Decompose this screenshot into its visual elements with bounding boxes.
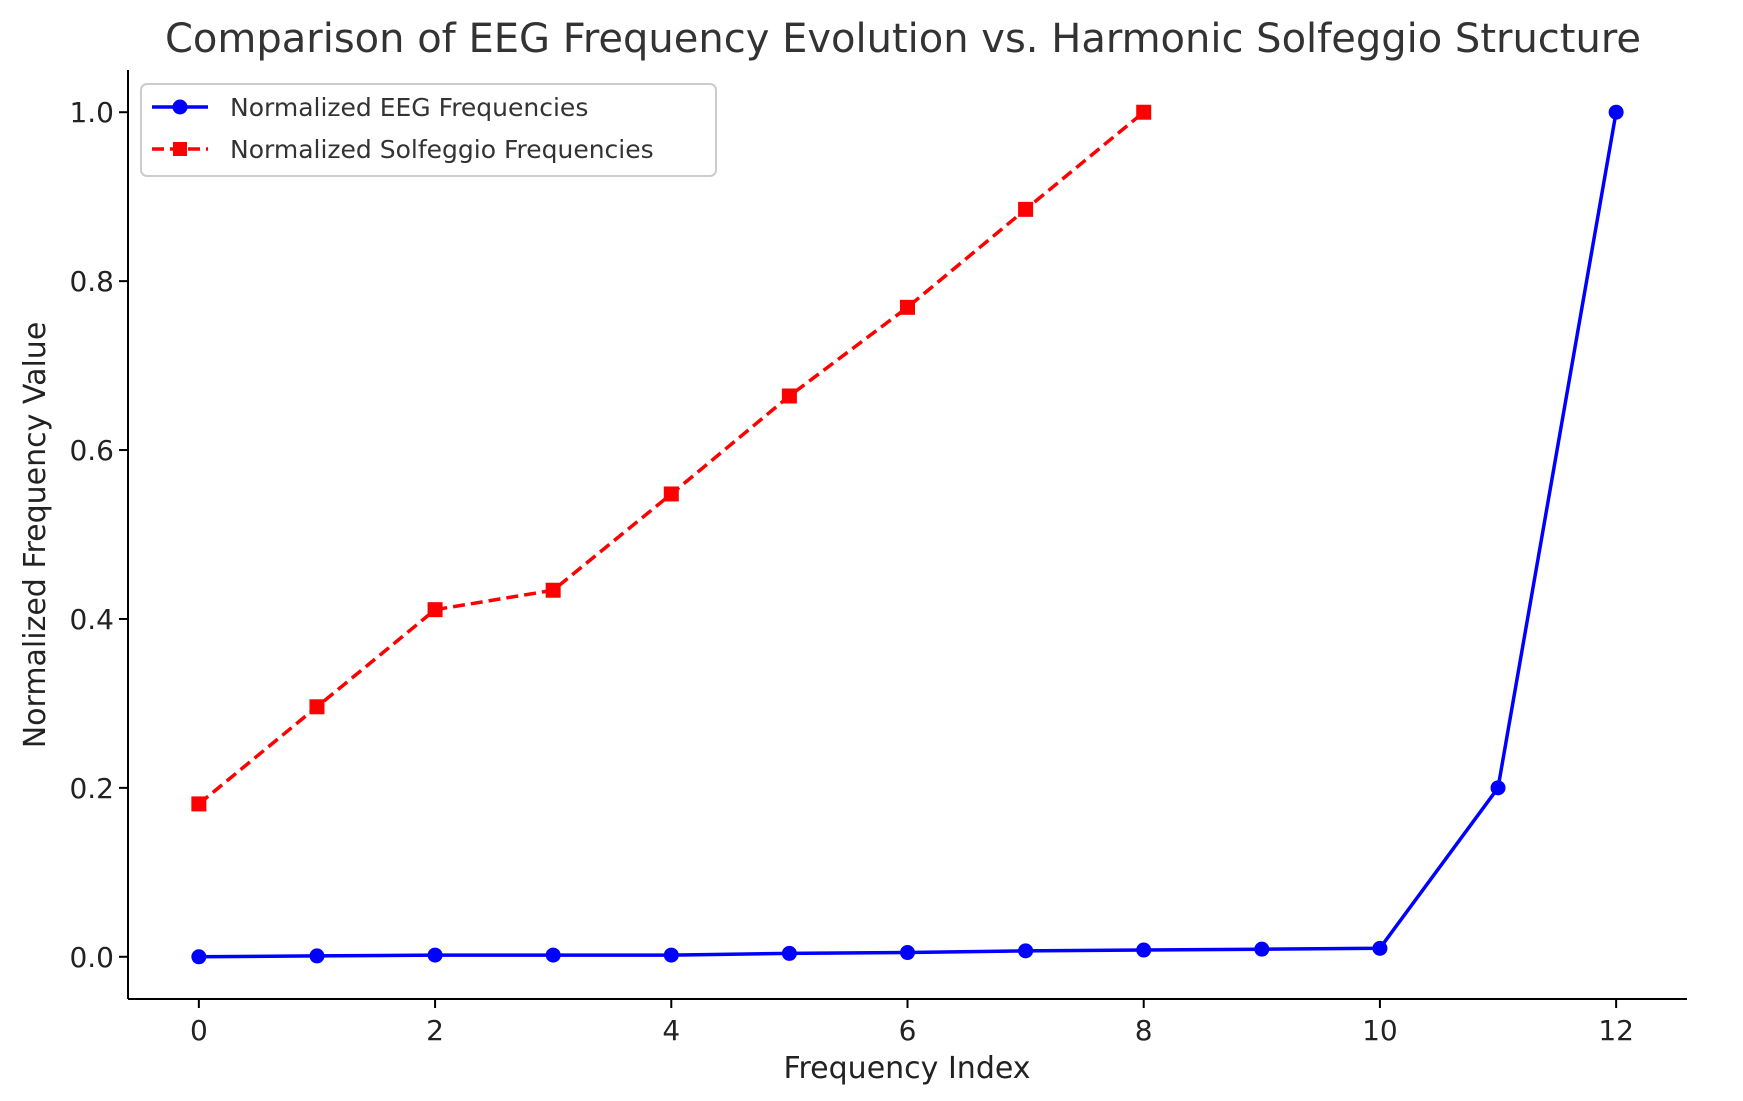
data-point — [781, 388, 797, 404]
data-point — [1254, 941, 1270, 957]
series-1 — [191, 104, 1152, 812]
axes — [127, 70, 1687, 1000]
y-tick-label: 0.8 — [69, 265, 114, 298]
chart-title: Comparison of EEG Frequency Evolution vs… — [165, 16, 1641, 62]
data-point — [663, 947, 679, 963]
data-point — [545, 947, 561, 963]
series-line — [197, 110, 1145, 806]
data-point — [781, 945, 797, 961]
data-point — [663, 486, 679, 502]
data-point — [1136, 942, 1152, 958]
series-0 — [191, 104, 1624, 965]
x-tick-label: 8 — [1135, 1014, 1153, 1047]
data-point — [545, 582, 561, 598]
legend: Normalized EEG Frequencies Normalized So… — [140, 83, 717, 177]
legend-solfeggio-marker — [173, 142, 187, 156]
y-tick-label: 0.0 — [69, 941, 114, 974]
data-point — [900, 299, 915, 315]
data-point — [427, 947, 443, 963]
ticks: 0 2 4 6 8 10 12 0.0 0.2 0.4 0.6 0.8 1.0 — [69, 96, 1633, 1047]
data-point — [191, 949, 207, 965]
data-point — [900, 945, 915, 961]
series-layer — [191, 104, 1624, 965]
data-point — [1018, 943, 1034, 959]
y-tick-label: 1.0 — [69, 96, 114, 129]
x-tick-label: 6 — [899, 1014, 917, 1047]
legend-eeg-label: Normalized EEG Frequencies — [230, 93, 588, 122]
x-tick-label: 4 — [662, 1014, 680, 1047]
data-point — [1608, 104, 1624, 120]
x-tick-label: 10 — [1362, 1014, 1398, 1047]
y-tick-label: 0.4 — [69, 603, 114, 636]
legend-eeg-marker — [172, 99, 188, 115]
legend-box — [140, 83, 717, 177]
data-point — [1490, 780, 1506, 796]
y-tick-label: 0.6 — [69, 434, 114, 467]
data-point — [1136, 104, 1152, 120]
legend-solfeggio-label: Normalized Solfeggio Frequencies — [230, 135, 654, 164]
data-point — [191, 796, 207, 812]
y-axis-label: Normalized Frequency Value — [18, 322, 53, 749]
series-line — [198, 111, 1618, 959]
y-tick-label: 0.2 — [69, 772, 114, 805]
data-point — [309, 699, 325, 715]
x-tick-label: 0 — [190, 1014, 208, 1047]
data-point — [1372, 940, 1388, 956]
data-point — [427, 602, 443, 618]
x-axis-label: Frequency Index — [783, 1051, 1030, 1086]
data-point — [1018, 201, 1034, 217]
x-tick-label: 12 — [1598, 1014, 1634, 1047]
x-tick-label: 2 — [426, 1014, 444, 1047]
data-point — [309, 948, 325, 964]
